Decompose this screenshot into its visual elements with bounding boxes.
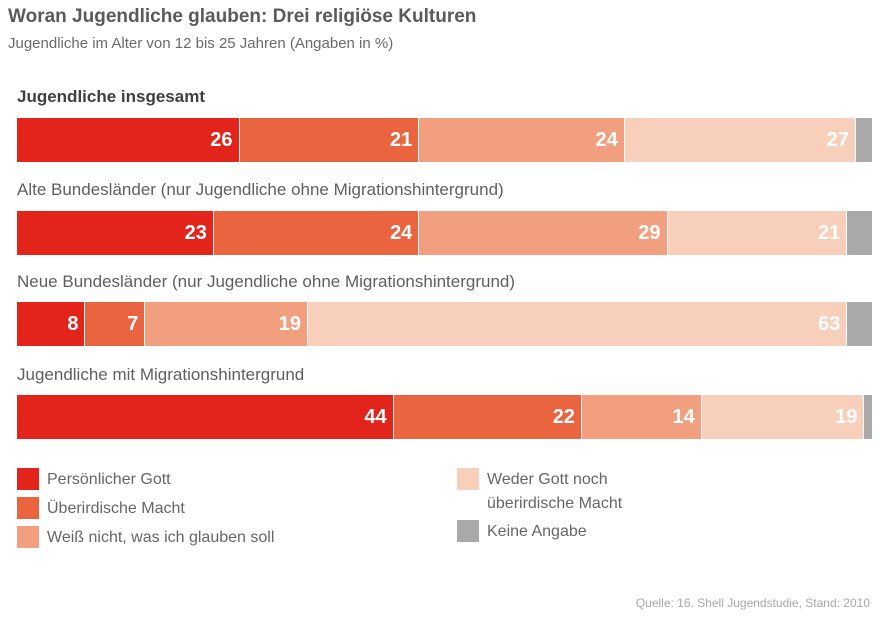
bar-segment: 24 [419,118,625,162]
data-label: 14 [672,406,695,428]
bar-neue-bundeslaender: 8 7 19 63 [17,302,873,346]
bar-segment: 44 [17,395,394,439]
data-label: 8 [67,313,79,335]
bar-migrationshintergrund: 44 22 14 19 [17,395,873,439]
data-label: 26 [210,129,233,151]
data-label: 44 [364,406,387,428]
data-label: 29 [638,222,661,244]
data-label: 22 [552,406,575,428]
legend-item-weiss-nicht: Weiß nicht, was ich glauben soll [17,526,347,550]
bar-insgesamt: 26 21 24 27 [17,118,873,162]
legend-label: Weder Gott noch überirdische Macht [487,471,623,512]
bar-segment: 24 [213,211,420,255]
data-label: 27 [826,129,849,151]
legend-swatch [457,468,479,490]
legend-item-ueberirdische-macht: Überirdische Macht [17,497,237,521]
bar-segment [864,395,873,439]
data-label: 24 [595,129,618,151]
data-label: 24 [390,222,413,244]
legend-swatch [457,520,479,542]
legend-label: Persönlicher Gott [47,471,171,488]
bar-segment [855,118,873,162]
row-label-neue-bundeslaender: Neue Bundesländer (nur Jugendliche ohne … [17,272,516,291]
bar-segment: 21 [239,118,420,162]
source-note: Quelle: 16. Shell Jugendstudie, Stand: 2… [635,596,870,610]
bar-segment: 19 [701,395,865,439]
bar-segment [847,302,873,346]
legend-swatch [17,468,39,490]
bar-alte-bundeslaender: 23 24 29 21 [17,211,873,255]
row-label-migrationshintergrund: Jugendliche mit Migrationshintergrund [17,365,305,384]
legend-label: Überirdische Macht [47,500,185,517]
data-label: 7 [127,313,139,335]
chart-subtitle: Jugendliche im Alter von 12 bis 25 Jahre… [8,35,394,52]
bar-segment: 26 [17,118,240,162]
legend-item-persoenlicher-gott: Persönlicher Gott [17,468,237,492]
bar-segment: 29 [419,211,668,255]
data-label: 63 [818,313,841,335]
legend-swatch [17,497,39,519]
data-label: 19 [278,313,302,335]
data-label: 23 [184,222,207,244]
bar-segment: 8 [17,302,86,346]
data-label: 19 [835,406,858,428]
legend-label: Keine Angabe [487,523,587,540]
chart-title: Woran Jugendliche glauben: Drei religiös… [8,6,477,27]
bar-segment: 21 [667,211,848,255]
bar-segment: 27 [624,118,856,162]
bar-segment [847,211,873,255]
legend-item-weder-gott: Weder Gott noch überirdische Macht [457,468,657,516]
bar-segment: 23 [17,211,214,255]
data-label: 21 [390,129,413,151]
data-label: 21 [818,222,841,244]
row-label-alte-bundeslaender: Alte Bundesländer (nur Jugendliche ohne … [17,180,504,199]
legend-label: Weiß nicht, was ich glauben soll [47,529,275,546]
bar-segment: 63 [308,302,848,346]
legend-swatch [17,526,39,548]
bar-segment: 14 [581,395,702,439]
bar-segment: 19 [145,302,309,346]
bar-segment: 22 [393,395,582,439]
legend-item-keine-angabe: Keine Angabe [457,520,677,544]
row-label-insgesamt: Jugendliche insgesamt [17,87,205,106]
bar-segment: 7 [85,302,146,346]
